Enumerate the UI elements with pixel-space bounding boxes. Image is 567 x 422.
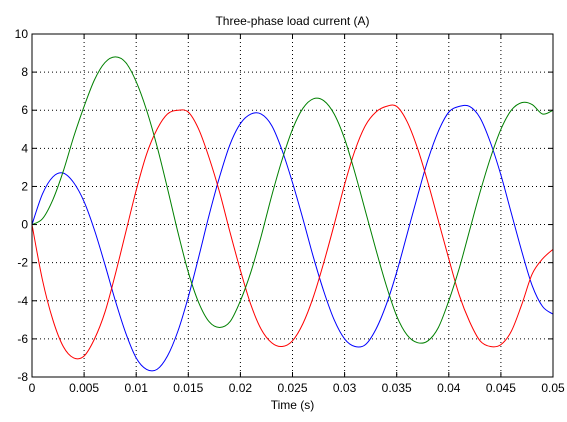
y-tick-label: 4 xyxy=(21,141,28,155)
y-tick-label: 0 xyxy=(21,218,28,232)
x-tick-label: 0.04 xyxy=(437,381,461,395)
x-tick-label: 0.045 xyxy=(486,381,516,395)
series-line-blue xyxy=(31,104,554,372)
axis-ticks: 0 0.005 0.01 0.015 0.02 0.025 0.03 0.035 0.04 0.0… xyxy=(15,27,565,395)
y-tick-label: -4 xyxy=(17,294,28,308)
x-tick-label: 0.02 xyxy=(229,381,253,395)
y-tick-label: -8 xyxy=(17,370,28,384)
y-tick-label: 8 xyxy=(21,65,28,79)
x-axis-label: Time (s) xyxy=(271,398,315,412)
x-tick-label: 0.05 xyxy=(541,381,565,395)
x-tick-label: 0.015 xyxy=(173,381,203,395)
x-tick-label: 0.01 xyxy=(125,381,149,395)
y-tick-label: 2 xyxy=(21,179,28,193)
x-tick-label: 0.025 xyxy=(277,381,307,395)
grid-lines xyxy=(32,34,553,377)
y-tick-label: 10 xyxy=(15,27,29,41)
series-lines xyxy=(31,56,554,372)
x-tick-label: 0.03 xyxy=(333,381,357,395)
x-tick-label: 0.005 xyxy=(69,381,99,395)
x-tick-label: 0 xyxy=(29,381,36,395)
series-line-red xyxy=(31,104,554,360)
y-tick-label: -6 xyxy=(17,332,28,346)
chart-title: Three-phase load current (A) xyxy=(215,14,369,28)
series-line-green xyxy=(31,56,554,344)
y-tick-label: 6 xyxy=(21,103,28,117)
x-tick-label: 0.035 xyxy=(382,381,412,395)
plot-area xyxy=(32,34,553,377)
y-tick-label: -2 xyxy=(17,256,28,270)
